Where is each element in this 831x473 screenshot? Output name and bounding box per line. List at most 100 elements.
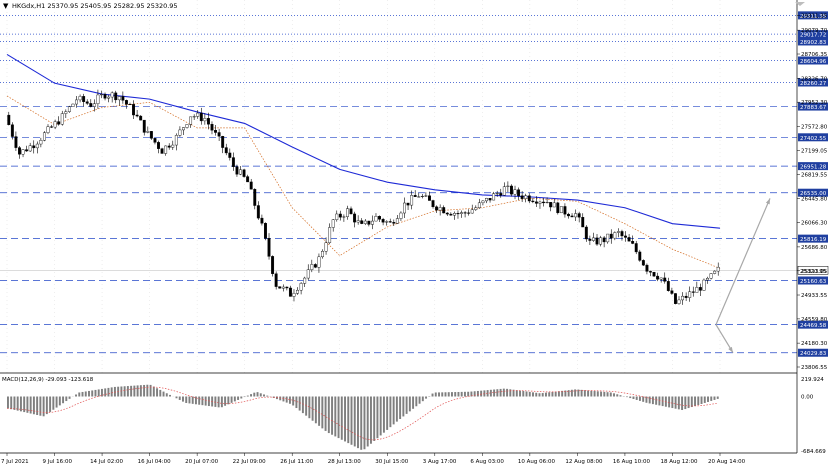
candle-body — [564, 206, 566, 214]
macd-histogram-bar — [415, 397, 417, 407]
candle-body — [75, 100, 77, 104]
macd-histogram-bar — [205, 397, 207, 406]
price-tick-label: 28706.35 — [801, 52, 828, 58]
macd-histogram-bar — [649, 397, 651, 404]
macd-histogram-bar — [545, 393, 547, 397]
macd-histogram-bar — [198, 397, 200, 405]
macd-histogram-bar — [82, 392, 84, 397]
macd-histogram-bar — [590, 391, 592, 397]
macd-histogram-bar — [626, 397, 628, 398]
macd-histogram-bar — [409, 397, 411, 412]
macd-histogram-bar — [302, 397, 304, 414]
macd-histogram-bar — [360, 397, 362, 450]
macd-histogram-bar — [182, 397, 184, 402]
macd-histogram-bar — [613, 393, 615, 396]
macd-histogram-bar — [124, 386, 126, 396]
candle-body — [125, 100, 127, 104]
candle-body — [154, 138, 156, 142]
macd-histogram-bar — [179, 397, 181, 400]
candle-body — [371, 221, 373, 224]
macd-histogram-bar — [78, 392, 80, 396]
candle-body — [179, 130, 181, 135]
macd-histogram-bar — [717, 397, 719, 399]
candle-body — [571, 216, 573, 217]
macd-histogram-bar — [393, 397, 395, 425]
candle-body — [631, 241, 633, 243]
macd-histogram-bar — [457, 392, 459, 397]
macd-histogram-bar — [279, 397, 281, 401]
macd-histogram-bar — [253, 393, 255, 397]
time-tick-label: 3 Aug 17:00 — [423, 459, 457, 465]
candle-body — [132, 104, 134, 115]
candle-body — [232, 158, 234, 167]
macd-histogram-bar — [636, 397, 638, 400]
time-tick-label: 9 Jul 16:00 — [43, 459, 73, 465]
candle-body — [578, 214, 580, 218]
macd-histogram-bar — [331, 397, 333, 435]
macd-histogram-bar — [376, 397, 378, 439]
macd-label: MACD(12,26,9) -29.093 -123.618 — [2, 377, 94, 383]
macd-histogram-bar — [551, 392, 553, 397]
candle-body — [549, 202, 551, 207]
symbol-dropdown-icon[interactable]: ▼ — [3, 2, 9, 10]
macd-histogram-bar — [506, 389, 508, 397]
candle-body — [204, 118, 206, 121]
macd-histogram-bar — [632, 397, 634, 399]
candle-body — [614, 233, 616, 239]
candle-body — [393, 222, 395, 223]
price-tick-label: 27952.30 — [801, 100, 828, 106]
candle-body — [368, 221, 370, 224]
time-tick-label: 20 Aug 14:00 — [708, 459, 746, 465]
candle-body — [68, 107, 70, 112]
candle-body — [400, 213, 402, 219]
candle-body — [624, 236, 626, 238]
level-price-label: 27402.55 — [800, 136, 827, 142]
candle-body — [432, 201, 434, 207]
macd-histogram-bar — [17, 397, 19, 411]
candle-body — [539, 202, 541, 203]
macd-histogram-bar — [312, 397, 314, 421]
candle-body — [328, 227, 330, 242]
candle-body — [663, 278, 665, 281]
candle-body — [86, 102, 88, 104]
chart-header: ▼ HKGdx,H1 25370.95 25405.95 25282.95 25… — [3, 2, 178, 10]
candle-body — [54, 122, 56, 128]
candle-body — [681, 296, 683, 300]
macd-histogram-bar — [69, 397, 71, 399]
candle-body — [489, 198, 491, 200]
candle-body — [542, 202, 544, 203]
macd-axis-label: -684.669 — [801, 449, 826, 455]
candle-body — [528, 196, 530, 201]
macd-histogram-bar — [85, 391, 87, 396]
candle-body — [332, 220, 334, 228]
macd-histogram-bar — [438, 392, 440, 396]
macd-histogram-bar — [263, 394, 265, 396]
macd-histogram-bar — [701, 397, 703, 404]
macd-histogram-bar — [62, 397, 64, 404]
time-tick-label: 12 Aug 08:00 — [565, 459, 603, 465]
candle-body — [660, 278, 662, 279]
candle-body — [478, 203, 480, 208]
candle-body — [710, 274, 712, 279]
macd-histogram-bar — [221, 397, 223, 408]
candle-body — [617, 231, 619, 232]
macd-histogram-bar — [59, 397, 61, 406]
candle-body — [236, 167, 238, 175]
time-tick-label: 14 Jul 02:00 — [90, 459, 123, 465]
time-tick-label: 6 Aug 03:00 — [470, 459, 504, 465]
macd-histogram-bar — [675, 397, 677, 409]
macd-histogram-bar — [107, 388, 109, 397]
macd-histogram-bar — [691, 397, 693, 408]
candle-body — [453, 213, 455, 215]
macd-histogram-bar — [480, 391, 482, 397]
candle-body — [82, 96, 84, 101]
candle-body — [218, 132, 220, 136]
candle-body — [656, 276, 658, 279]
candle-body — [628, 237, 630, 241]
macd-histogram-bar — [678, 397, 680, 410]
macd-histogram-bar — [137, 385, 139, 396]
candle-body — [79, 96, 81, 100]
macd-histogram-bar — [587, 390, 589, 396]
candle-body — [353, 214, 355, 222]
candle-body — [603, 238, 605, 242]
